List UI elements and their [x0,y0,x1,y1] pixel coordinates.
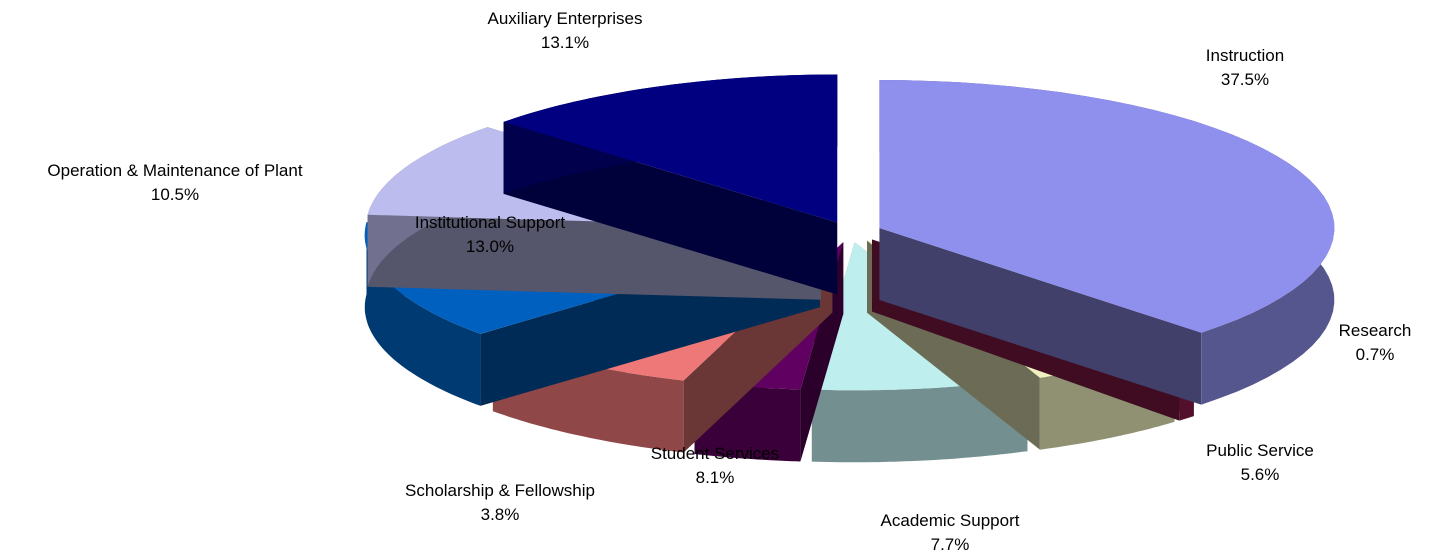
slice-value-label: 37.5% [1221,70,1269,89]
slice [879,80,1335,405]
slice-label: Scholarship & Fellowship [405,481,595,500]
slice-label: Academic Support [881,511,1020,530]
slice-label: Public Service [1206,441,1314,460]
slice-value-label: 13.1% [541,33,589,52]
slice-label: Institutional Support [415,213,566,232]
slice-value-label: 10.5% [151,185,199,204]
slice-label: Operation & Maintenance of Plant [47,161,302,180]
slice-value-label: 0.7% [1356,345,1395,364]
slice-value-label: 7.7% [931,535,970,554]
slice-label: Research [1339,321,1412,340]
slice-label: Student Services [651,444,780,463]
slice-label: Instruction [1206,46,1284,65]
slice-value-label: 8.1% [696,468,735,487]
slice-top [879,80,1335,333]
slice-value-label: 5.6% [1241,465,1280,484]
slice [503,74,838,295]
slice-side [879,228,1202,405]
slice-wall [364,222,481,406]
slice-label: Auxiliary Enterprises [488,9,643,28]
slice-value-label: 13.0% [466,237,514,256]
slice-top [503,74,838,223]
slice-wall [811,379,1028,463]
slice-value-label: 3.8% [481,505,520,524]
